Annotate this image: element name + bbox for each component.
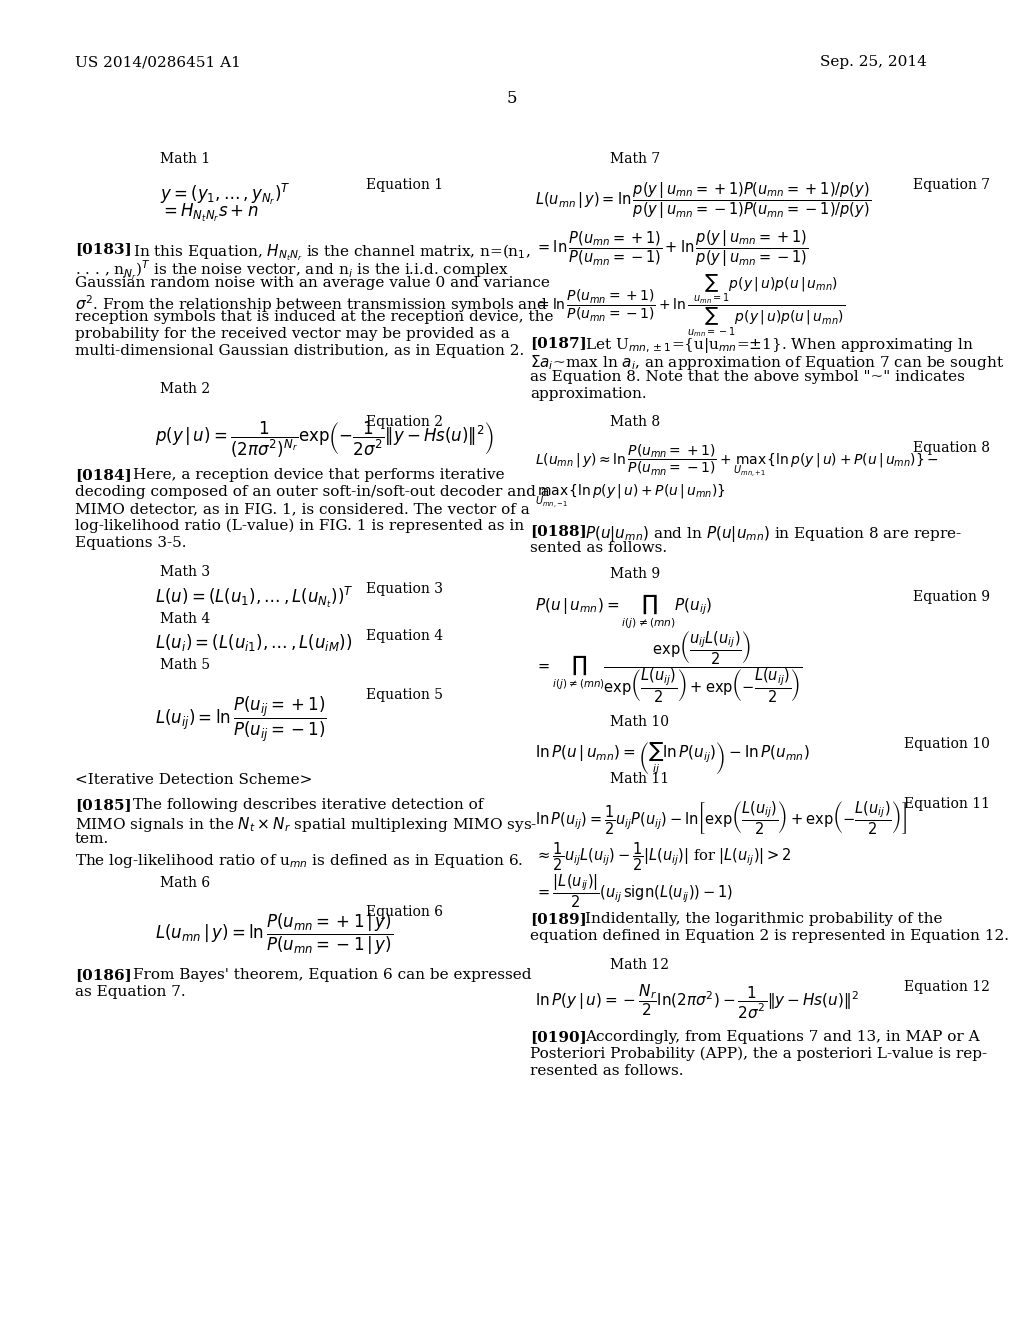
Text: $\ln P(u_{ij}) = \dfrac{1}{2}u_{ij}P(u_{ij}) - \ln\!\left[\exp\!\left(\dfrac{L(u: $\ln P(u_{ij}) = \dfrac{1}{2}u_{ij}P(u_{… xyxy=(535,800,907,837)
Text: $L(u_{ij}) = \ln\dfrac{P(u_{ij}=+1)}{P(u_{ij}=-1)}$: $L(u_{ij}) = \ln\dfrac{P(u_{ij}=+1)}{P(u… xyxy=(155,696,327,744)
Text: Math 4: Math 4 xyxy=(160,612,210,626)
Text: . . . , n$_{N_r}$)$^T$ is the noise vector, and n$_i$ is the i.i.d. complex: . . . , n$_{N_r}$)$^T$ is the noise vect… xyxy=(75,259,509,282)
Text: Equation 8: Equation 8 xyxy=(913,441,990,455)
Text: as Equation 7.: as Equation 7. xyxy=(75,985,185,999)
Text: $\Sigma a_i$~max ln $a_i$, an approximation of Equation 7 can be sought: $\Sigma a_i$~max ln $a_i$, an approximat… xyxy=(530,352,1005,372)
Text: reception symbols that is induced at the reception device, the: reception symbols that is induced at the… xyxy=(75,310,554,323)
Text: $= \prod_{i(j)\neq(mn)} \dfrac{\exp\!\left(\dfrac{u_{ij}L(u_{ij})}{2}\right)}{\e: $= \prod_{i(j)\neq(mn)} \dfrac{\exp\!\le… xyxy=(535,630,803,705)
Text: $= \ln\dfrac{P(u_{mn}=+1)}{P(u_{mn}=-1)} + \ln\dfrac{\sum_{u_{mn}=1}p(y\,|\,u)p(: $= \ln\dfrac{P(u_{mn}=+1)}{P(u_{mn}=-1)}… xyxy=(535,272,845,339)
Text: Math 9: Math 9 xyxy=(610,568,660,581)
Text: [0186]: [0186] xyxy=(75,968,132,982)
Text: equation defined in Equation 2 is represented in Equation 12.: equation defined in Equation 2 is repres… xyxy=(530,929,1009,942)
Text: $L(u_{mn}\,|\,y) = \ln\dfrac{p(y\,|\,u_{mn}=+1)P(u_{mn}=+1)/p(y)}{p(y\,|\,u_{mn}: $L(u_{mn}\,|\,y) = \ln\dfrac{p(y\,|\,u_{… xyxy=(535,180,871,220)
Text: $P(u|u_{mn})$ and ln $P(u|u_{mn})$ in Equation 8 are repre-: $P(u|u_{mn})$ and ln $P(u|u_{mn})$ in Eq… xyxy=(585,524,962,544)
Text: $y = (y_1, \ldots\,, y_{N_r})^T$: $y = (y_1, \ldots\,, y_{N_r})^T$ xyxy=(160,182,291,207)
Text: From Bayes' theorem, Equation 6 can be expressed: From Bayes' theorem, Equation 6 can be e… xyxy=(133,968,531,982)
Text: Math 8: Math 8 xyxy=(610,414,660,429)
Text: as Equation 8. Note that the above symbol "~" indicates: as Equation 8. Note that the above symbo… xyxy=(530,370,965,384)
Text: Equation 2: Equation 2 xyxy=(366,414,443,429)
Text: [0183]: [0183] xyxy=(75,242,132,256)
Text: sented as follows.: sented as follows. xyxy=(530,541,667,554)
Text: Equation 10: Equation 10 xyxy=(904,737,990,751)
Text: $\ln P(y\,|\,u) = -\dfrac{N_r}{2}\ln(2\pi\sigma^2) - \dfrac{1}{2\sigma^2}\|y - H: $\ln P(y\,|\,u) = -\dfrac{N_r}{2}\ln(2\p… xyxy=(535,983,859,1022)
Text: $L(u_i) = (L(u_{i1}), \ldots\,, L(u_{iM}))$: $L(u_i) = (L(u_{i1}), \ldots\,, L(u_{iM}… xyxy=(155,632,352,653)
Text: MIMO detector, as in FIG. 1, is considered. The vector of a: MIMO detector, as in FIG. 1, is consider… xyxy=(75,502,529,516)
Text: $= \ln\dfrac{P(u_{mn}=+1)}{P(u_{mn}=-1)} + \ln\dfrac{p(y\,|\,u_{mn}=+1)}{p(y\,|\: $= \ln\dfrac{P(u_{mn}=+1)}{P(u_{mn}=-1)}… xyxy=(535,228,808,268)
Text: $L(u_{mn}\,|\,y) \approx \ln\dfrac{P(u_{mn}=+1)}{P(u_{mn}=-1)} + \max_{U_{mn,+1}: $L(u_{mn}\,|\,y) \approx \ln\dfrac{P(u_{… xyxy=(535,444,939,479)
Text: The log-likelihood ratio of u$_{mn}$ is defined as in Equation 6.: The log-likelihood ratio of u$_{mn}$ is … xyxy=(75,851,523,870)
Text: [0187]: [0187] xyxy=(530,337,587,350)
Text: probability for the received vector may be provided as a: probability for the received vector may … xyxy=(75,327,510,341)
Text: [0185]: [0185] xyxy=(75,799,132,812)
Text: resented as follows.: resented as follows. xyxy=(530,1064,683,1078)
Text: In this Equation, $H_{N_tN_r}$ is the channel matrix, n=(n$_1$,: In this Equation, $H_{N_tN_r}$ is the ch… xyxy=(133,242,530,263)
Text: <Iterative Detection Scheme>: <Iterative Detection Scheme> xyxy=(75,774,312,787)
Text: Equation 7: Equation 7 xyxy=(912,178,990,191)
Text: tem.: tem. xyxy=(75,832,110,846)
Text: Equation 5: Equation 5 xyxy=(366,688,443,702)
Text: Equations 3-5.: Equations 3-5. xyxy=(75,536,186,550)
Text: $L(u_{mn}\,|\,y) = \ln\dfrac{P(u_{mn}=+1\,|\,y)}{P(u_{mn}=-1\,|\,y)}$: $L(u_{mn}\,|\,y) = \ln\dfrac{P(u_{mn}=+1… xyxy=(155,912,393,957)
Text: US 2014/0286451 A1: US 2014/0286451 A1 xyxy=(75,55,241,69)
Text: Posteriori Probability (APP), the a posteriori L-value is rep-: Posteriori Probability (APP), the a post… xyxy=(530,1047,987,1061)
Text: Math 10: Math 10 xyxy=(610,715,669,729)
Text: $\max_{U_{mn,-1}}\{\ln p(y\,|\,u) + P(u\,|\,u_{mn})\}$: $\max_{U_{mn,-1}}\{\ln p(y\,|\,u) + P(u\… xyxy=(535,483,726,511)
Text: multi-dimensional Gaussian distribution, as in Equation 2.: multi-dimensional Gaussian distribution,… xyxy=(75,345,524,358)
Text: Here, a reception device that performs iterative: Here, a reception device that performs i… xyxy=(133,469,505,482)
Text: $\approx \dfrac{1}{2}u_{ij}L(u_{ij}) - \dfrac{1}{2}|L(u_{ij})|$ for $|L(u_{ij})|: $\approx \dfrac{1}{2}u_{ij}L(u_{ij}) - \… xyxy=(535,840,792,873)
Text: Equation 3: Equation 3 xyxy=(366,582,443,597)
Text: [0189]: [0189] xyxy=(530,912,587,927)
Text: Equation 11: Equation 11 xyxy=(904,797,990,810)
Text: Equation 6: Equation 6 xyxy=(366,906,443,919)
Text: MIMO signals in the $N_t\times N_r$ spatial multiplexing MIMO sys-: MIMO signals in the $N_t\times N_r$ spat… xyxy=(75,814,538,834)
Text: log-likelihood ratio (L-value) in FIG. 1 is represented as in: log-likelihood ratio (L-value) in FIG. 1… xyxy=(75,519,524,533)
Text: 5: 5 xyxy=(507,90,517,107)
Text: Equation 9: Equation 9 xyxy=(913,590,990,605)
Text: Sep. 25, 2014: Sep. 25, 2014 xyxy=(820,55,927,69)
Text: Math 7: Math 7 xyxy=(610,152,660,166)
Text: Math 2: Math 2 xyxy=(160,381,210,396)
Text: [0184]: [0184] xyxy=(75,469,132,482)
Text: Math 6: Math 6 xyxy=(160,876,210,890)
Text: Math 1: Math 1 xyxy=(160,152,210,166)
Text: Let U$_{mn,\pm1}$={u|u$_{mn}$=$\pm$1}. When approximating ln: Let U$_{mn,\pm1}$={u|u$_{mn}$=$\pm$1}. W… xyxy=(585,337,974,355)
Text: Equation 12: Equation 12 xyxy=(904,979,990,994)
Text: Math 11: Math 11 xyxy=(610,772,669,785)
Text: Equation 1: Equation 1 xyxy=(366,178,443,191)
Text: $P(u\,|\,u_{mn}) = \prod_{i(j)\neq(mn)} P(u_{ij})$: $P(u\,|\,u_{mn}) = \prod_{i(j)\neq(mn)} … xyxy=(535,593,713,631)
Text: approximation.: approximation. xyxy=(530,387,646,401)
Text: Accordingly, from Equations 7 and 13, in MAP or A: Accordingly, from Equations 7 and 13, in… xyxy=(585,1030,980,1044)
Text: Equation 4: Equation 4 xyxy=(366,630,443,643)
Text: The following describes iterative detection of: The following describes iterative detect… xyxy=(133,799,483,812)
Text: decoding composed of an outer soft-in/soft-out decoder and a: decoding composed of an outer soft-in/so… xyxy=(75,484,550,499)
Text: Math 5: Math 5 xyxy=(160,657,210,672)
Text: Math 12: Math 12 xyxy=(610,958,669,972)
Text: Math 3: Math 3 xyxy=(160,565,210,579)
Text: $p(y\,|\,u) = \dfrac{1}{(2\pi\sigma^2)^{N_r}}\exp\!\left(-\dfrac{1}{2\sigma^2}\|: $p(y\,|\,u) = \dfrac{1}{(2\pi\sigma^2)^{… xyxy=(155,420,494,461)
Text: $= \dfrac{|L(u_{ij})|}{2}(u_{ij}\,\mathrm{sign}(L(u_{ij}))-1)$: $= \dfrac{|L(u_{ij})|}{2}(u_{ij}\,\mathr… xyxy=(535,873,733,911)
Text: $\ln P(u\,|\,u_{mn}) = \left(\sum_{ij} \ln P(u_{ij})\right) - \ln P(u_{mn})$: $\ln P(u\,|\,u_{mn}) = \left(\sum_{ij} \… xyxy=(535,741,810,776)
Text: [0188]: [0188] xyxy=(530,524,587,539)
Text: Gaussian random noise with an average value 0 and variance: Gaussian random noise with an average va… xyxy=(75,276,550,290)
Text: [0190]: [0190] xyxy=(530,1030,587,1044)
Text: $= H_{N_tN_r}s + n$: $= H_{N_tN_r}s + n$ xyxy=(160,202,258,224)
Text: $L(u) = (L(u_1), \ldots\,, L(u_{N_t}))^T$: $L(u) = (L(u_1), \ldots\,, L(u_{N_t}))^T… xyxy=(155,585,353,610)
Text: Indidentally, the logarithmic probability of the: Indidentally, the logarithmic probabilit… xyxy=(585,912,942,927)
Text: $\sigma^2$. From the relationship between transmission symbols and: $\sigma^2$. From the relationship betwee… xyxy=(75,293,548,314)
